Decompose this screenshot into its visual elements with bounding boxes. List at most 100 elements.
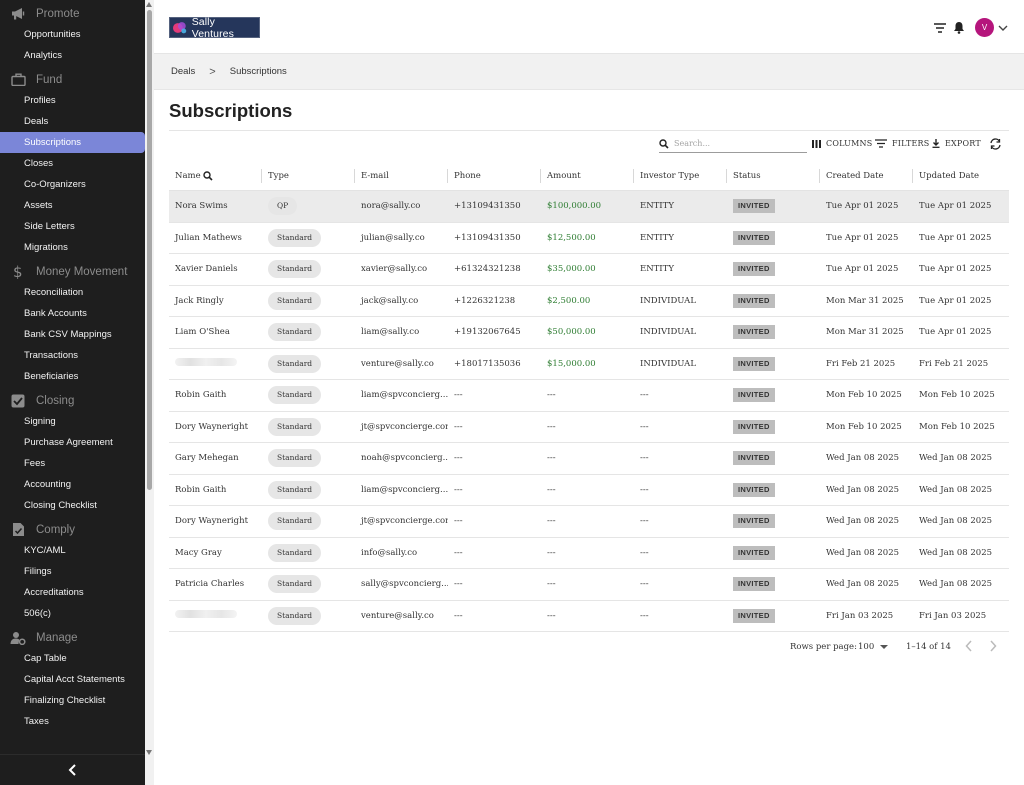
table-row[interactable]: Gary Mehegan Standard noah@spvconcierg... -… [169, 443, 1009, 475]
table-row[interactable]: Robin Gaith Standard liam@spvconcierg... --… [169, 475, 1009, 506]
column-header-name[interactable]: Name [169, 161, 262, 191]
sidebar-item-beneficiaries[interactable]: Beneficiaries [24, 371, 79, 382]
chevron-right-icon [990, 640, 997, 652]
cell-name [169, 358, 262, 369]
cell-amount: $50,000.00 [547, 327, 596, 338]
sidebar-item-filings[interactable]: Filings [24, 566, 52, 577]
export-button[interactable]: EXPORT [932, 139, 981, 148]
table-row[interactable]: Jack Ringly Standard jack@sally.co +1226321… [169, 286, 1009, 317]
refresh-button[interactable] [989, 138, 1002, 150]
cell-email: venture@sally.co [361, 610, 434, 621]
sidebar-item-accreditations[interactable]: Accreditations [24, 587, 84, 598]
scroll-down-arrow-icon[interactable] [146, 750, 152, 755]
sidebar-item-506-c[interactable]: 506(c) [24, 608, 51, 619]
sidebar-item-capital-acct-statements[interactable]: Capital Acct Statements [24, 674, 125, 685]
sidebar-item-bank-csv-mappings[interactable]: Bank CSV Mappings [24, 329, 112, 340]
sidebar-item-opportunities[interactable]: Opportunities [24, 29, 81, 40]
cell-phone: --- [454, 610, 463, 621]
status-badge: INVITED [733, 514, 775, 529]
sidebar-item-purchase-agreement[interactable]: Purchase Agreement [24, 437, 113, 448]
status-badge: INVITED [733, 325, 775, 340]
column-divider[interactable] [912, 168, 913, 183]
search-input[interactable]: Search... [674, 139, 711, 148]
sidebar-section-comply: Comply [0, 519, 145, 540]
search-field[interactable]: Search... [659, 135, 807, 153]
column-header-created-date[interactable]: Created Date [820, 161, 913, 191]
user-avatar[interactable]: V [975, 18, 994, 37]
sidebar-section-label: Closing [36, 394, 75, 407]
sidebar-item-kyc-aml[interactable]: KYC/AML [24, 545, 66, 556]
cell-name: Dory Wayneright [175, 421, 248, 432]
table-row[interactable]: Robin Gaith Standard liam@spvconcierg... --… [169, 380, 1009, 412]
sidebar-item-taxes[interactable]: Taxes [24, 716, 49, 727]
cell-updated: Wed Jan 08 2025 [919, 516, 993, 527]
cell-phone: --- [454, 453, 463, 464]
sidebar-item-closing-checklist[interactable]: Closing Checklist [24, 500, 97, 511]
column-divider[interactable] [447, 168, 448, 183]
column-divider[interactable] [261, 168, 262, 183]
column-header-updated-date[interactable]: Updated Date [913, 161, 1009, 191]
filter-icon[interactable] [933, 22, 947, 34]
sidebar-item-cap-table[interactable]: Cap Table [24, 653, 67, 664]
table-row[interactable]: Dory Wayneright Standard jt@spvconcierge.c… [169, 412, 1009, 443]
sidebar-item-deals[interactable]: Deals [24, 116, 49, 127]
sidebar-item-bank-accounts[interactable]: Bank Accounts [24, 308, 87, 319]
sidebar-item-finalizing-checklist[interactable]: Finalizing Checklist [24, 695, 106, 706]
column-header-e-mail[interactable]: E-mail [355, 161, 448, 191]
sidebar-item-migrations[interactable]: Migrations [24, 242, 68, 253]
cell-status: INVITED [727, 356, 820, 371]
notification-bell-icon[interactable] [953, 21, 965, 34]
sidebar-item-transactions[interactable]: Transactions [24, 350, 79, 361]
cell-updated: Mon Feb 10 2025 [919, 421, 995, 432]
cell-phone: --- [454, 547, 463, 558]
columns-button[interactable]: COLUMNS [812, 139, 872, 148]
column-divider[interactable] [354, 168, 355, 183]
sidebar-item-co-organizers[interactable]: Co-Organizers [24, 179, 86, 190]
scroll-up-arrow-icon[interactable] [146, 2, 152, 7]
breadcrumb-deals[interactable]: Deals [171, 66, 196, 77]
sidebar-scrollbar[interactable] [145, 0, 154, 785]
rows-per-page-select[interactable]: 100 [858, 642, 889, 652]
column-header-status[interactable]: Status [727, 161, 820, 191]
table-row[interactable]: Patricia Charles Standard sally@spvconcier… [169, 569, 1009, 601]
table-row[interactable]: Standard venture@sally.co +18017135036 $15,… [169, 349, 1009, 380]
sidebar-item-subscriptions[interactable]: Subscriptions [0, 132, 145, 153]
filter-lines-icon [875, 139, 887, 148]
cell-email: jt@spvconcierge.com [361, 421, 448, 432]
megaphone-icon [10, 6, 26, 22]
sidebar-item-accounting[interactable]: Accounting [24, 479, 72, 490]
next-page-button[interactable] [989, 640, 997, 655]
cell-updated: Mon Feb 10 2025 [919, 390, 995, 401]
table-row[interactable]: Dory Wayneright Standard jt@spvconcierge.c… [169, 506, 1009, 538]
table-row[interactable]: Liam O'Shea Standard liam@sally.co +1913206… [169, 317, 1009, 349]
table-row[interactable]: Xavier Daniels Standard xavier@sally.co +61… [169, 254, 1009, 286]
table-row[interactable]: Macy Gray Standard info@sally.co --- --- --- I… [169, 538, 1009, 569]
column-divider[interactable] [540, 168, 541, 183]
column-divider[interactable] [633, 168, 634, 183]
sidebar-item-closes[interactable]: Closes [24, 158, 54, 169]
column-header-type[interactable]: Type [262, 161, 355, 191]
scrollbar-thumb[interactable] [147, 10, 152, 490]
column-divider[interactable] [819, 168, 820, 183]
previous-page-button[interactable] [965, 640, 973, 655]
logo[interactable]: Sally Ventures [169, 16, 260, 40]
sidebar-item-profiles[interactable]: Profiles [24, 95, 56, 106]
column-divider[interactable] [726, 168, 727, 183]
sidebar-item-reconciliation[interactable]: Reconciliation [24, 287, 84, 298]
sidebar-item-side-letters[interactable]: Side Letters [24, 221, 75, 232]
sidebar-item-analytics[interactable]: Analytics [24, 50, 63, 61]
column-header-amount[interactable]: Amount [541, 161, 634, 191]
svg-text:$: $ [13, 264, 23, 279]
table-row[interactable]: Julian Mathews Standard julian@sally.co +13… [169, 223, 1009, 254]
table-row[interactable]: Standard venture@sally.co --- --- --- INVITED… [169, 601, 1009, 632]
sidebar-item-signing[interactable]: Signing [24, 416, 56, 427]
chevron-down-icon[interactable] [998, 24, 1008, 32]
sidebar-item-assets[interactable]: Assets [24, 200, 53, 211]
collapse-sidebar-button[interactable] [0, 754, 145, 785]
column-header-phone[interactable]: Phone [448, 161, 541, 191]
table-row[interactable]: Nora Swims QP nora@sally.co +13109431350 $10… [169, 191, 1009, 223]
sidebar-item-fees[interactable]: Fees [24, 458, 46, 469]
column-header-investor-type[interactable]: Investor Type [634, 161, 727, 191]
filters-button[interactable]: FILTERS [875, 139, 929, 148]
name-search-icon[interactable] [202, 170, 213, 181]
